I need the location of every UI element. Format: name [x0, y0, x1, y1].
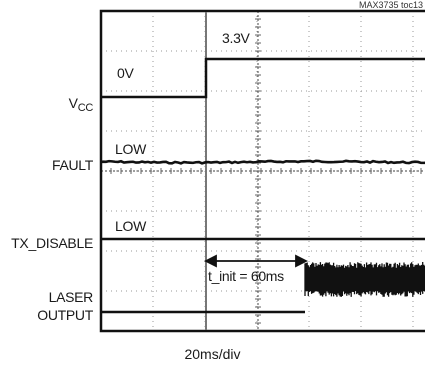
channel-label-laser-line1: LASER	[48, 289, 94, 305]
channel-label-vcc-sub: CC	[77, 102, 94, 114]
x-scale-label: 20ms/div	[184, 346, 241, 362]
laser-burst-core	[305, 268, 425, 290]
channel-label-fault: FAULT	[51, 157, 93, 173]
channel-label-laser: LASER OUTPUT	[37, 288, 93, 324]
channel-label-vcc-main: V	[68, 95, 78, 111]
plot-frame	[99, 9, 425, 333]
vcc-label-0v: 0V	[117, 65, 134, 81]
t-init-arrow	[203, 254, 309, 268]
trace-laser-modulated	[304, 262, 425, 297]
trace-fault	[100, 159, 425, 165]
vcc-label-3v3: 3.3V	[222, 30, 250, 46]
tx-disable-label-low: LOW	[115, 218, 146, 234]
t-init-annotation: t_init = 60ms	[208, 268, 284, 284]
figure-id: MAX3735 toc13	[358, 0, 423, 10]
channel-label-tx-disable: TX_DISABLE	[11, 235, 93, 251]
trace-vcc	[101, 57, 425, 99]
channel-label-laser-line2: OUTPUT	[37, 307, 93, 323]
channel-label-vcc: VCC	[68, 95, 94, 114]
fault-label-low: LOW	[115, 141, 146, 157]
